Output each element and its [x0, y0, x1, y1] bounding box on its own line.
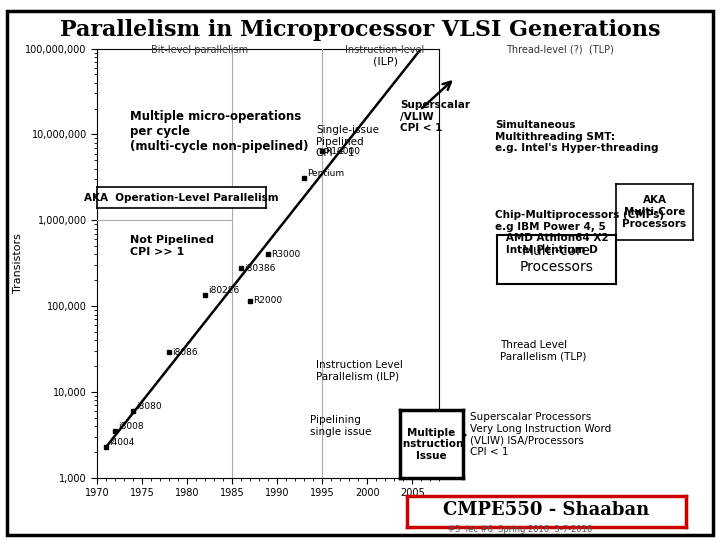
Text: Multi-core
Processors: Multi-core Processors [519, 244, 593, 274]
Text: Pipelining
single issue: Pipelining single issue [310, 415, 372, 437]
Text: Superscalar
/VLIW
CPI < 1: Superscalar /VLIW CPI < 1 [400, 100, 470, 133]
Text: i4004: i4004 [109, 438, 134, 447]
Text: Chip-Multiprocessors (CMPs)
e.g IBM Power 4, 5
   AMD Athlon64 X2
   Intel Penti: Chip-Multiprocessors (CMPs) e.g IBM Powe… [495, 210, 664, 255]
Text: i8086: i8086 [172, 348, 197, 357]
Text: CMPE550 - Shaaban: CMPE550 - Shaaban [444, 501, 649, 519]
Text: R10000: R10000 [325, 146, 360, 156]
Text: (ILP): (ILP) [372, 57, 397, 67]
Text: Thread-level (?)  (TLP): Thread-level (?) (TLP) [506, 45, 614, 55]
Text: i80286: i80286 [208, 286, 239, 295]
Text: Single-issue
Pipelined
CPI = 1: Single-issue Pipelined CPI = 1 [316, 125, 379, 158]
Text: R3000: R3000 [271, 250, 300, 259]
Text: Multiple
Instruction
Issue: Multiple Instruction Issue [399, 428, 464, 461]
Text: Bit-level parallelism: Bit-level parallelism [151, 45, 248, 55]
Text: Thread Level
Parallelism (TLP): Thread Level Parallelism (TLP) [500, 340, 586, 362]
Text: #3  lec #6  Spring 2016  3-7-2016: #3 lec #6 Spring 2016 3-7-2016 [448, 525, 593, 535]
Text: Not Pipelined
CPI >> 1: Not Pipelined CPI >> 1 [130, 235, 214, 256]
Text: AKA  Operation-Level Parallelism: AKA Operation-Level Parallelism [84, 193, 279, 202]
Text: i80386: i80386 [244, 264, 275, 273]
Text: R2000: R2000 [253, 296, 282, 306]
Text: i8080: i8080 [136, 402, 161, 411]
Text: Parallelism in Microprocessor VLSI Generations: Parallelism in Microprocessor VLSI Gener… [60, 19, 660, 41]
Text: i8008: i8008 [118, 422, 143, 431]
Y-axis label: Transistors: Transistors [13, 233, 22, 293]
Text: Instruction Level
Parallelism (ILP): Instruction Level Parallelism (ILP) [316, 360, 403, 382]
Text: Multiple micro-operations
per cycle
(multi-cycle non-pipelined): Multiple micro-operations per cycle (mul… [130, 110, 308, 153]
Text: Pentium: Pentium [307, 169, 344, 178]
Text: Instruction-level: Instruction-level [346, 45, 425, 55]
Text: Simultaneous
Multithreading SMT:
e.g. Intel's Hyper-threading: Simultaneous Multithreading SMT: e.g. In… [495, 120, 659, 153]
Text: AKA
Multi-Core
Processors: AKA Multi-Core Processors [622, 195, 687, 228]
Text: Superscalar Processors
Very Long Instruction Word
(VLIW) ISA/Processors
CPI < 1: Superscalar Processors Very Long Instruc… [470, 412, 611, 457]
